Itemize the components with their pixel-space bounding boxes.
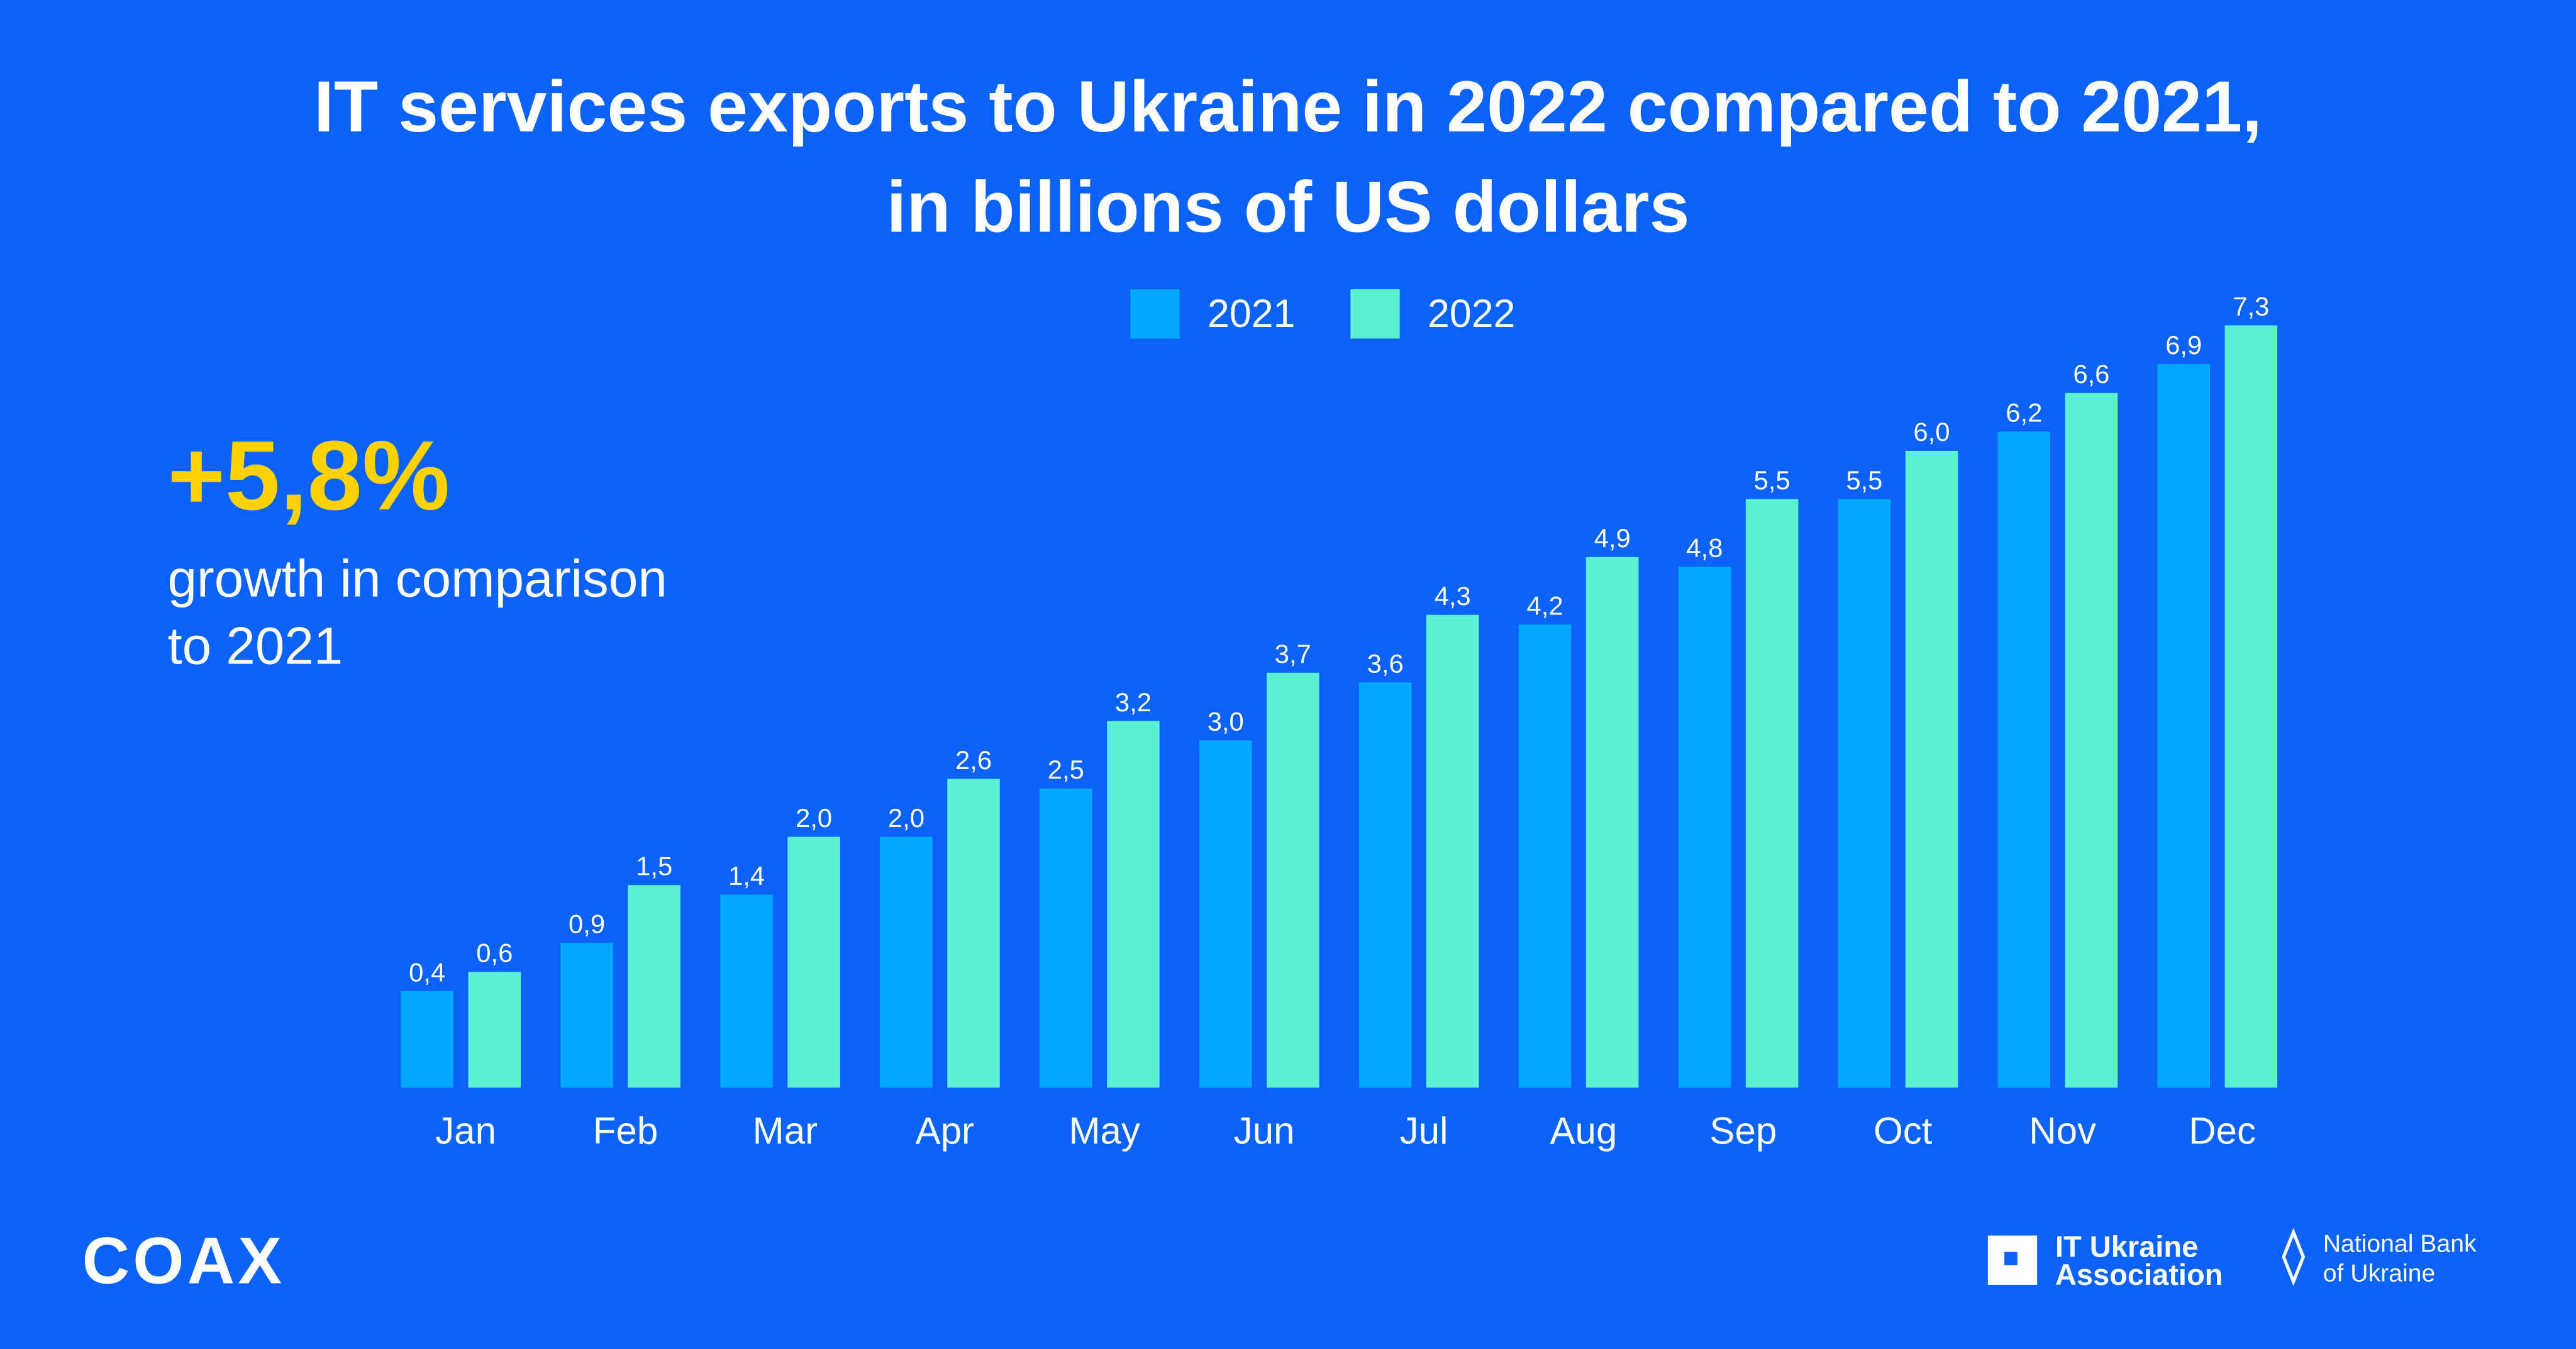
x-tick-label: Sep [1709, 1109, 1777, 1152]
value-label: 1,4 [728, 861, 765, 891]
bar [628, 885, 680, 1088]
bar [468, 972, 521, 1088]
value-label: 4,2 [1527, 591, 1563, 620]
x-tick-label: Oct [1874, 1109, 1933, 1152]
bar [1040, 788, 1092, 1088]
bar [1199, 740, 1252, 1088]
x-tick-label: Mar [753, 1109, 818, 1152]
annotation-text: to 2021 [167, 616, 343, 675]
bar [1997, 431, 2051, 1088]
bar [2157, 364, 2210, 1088]
value-label: 6,6 [2073, 359, 2109, 389]
x-tick-label: Jan [435, 1109, 496, 1152]
bar [1358, 682, 1412, 1088]
value-label: 2,0 [888, 803, 924, 833]
x-tick-label: Nov [2029, 1109, 2096, 1152]
bar [401, 991, 453, 1088]
bar [2224, 325, 2278, 1088]
value-label: 0,9 [569, 909, 605, 939]
bar [1745, 499, 1799, 1088]
value-label: 3,7 [1275, 639, 1311, 669]
legend-swatch [1130, 289, 1180, 339]
chart-title: in billions of US dollars [887, 167, 1690, 248]
bar [1905, 450, 1958, 1088]
bar [787, 836, 840, 1088]
brand-logo: COAX [82, 1224, 286, 1297]
value-label: 7,3 [2233, 292, 2269, 321]
value-label: 6,0 [1913, 417, 1950, 447]
bar [947, 779, 1000, 1088]
value-label: 4,8 [1686, 533, 1723, 562]
x-tick-label: May [1069, 1109, 1140, 1152]
x-tick-label: Jul [1400, 1109, 1448, 1152]
bar [880, 836, 933, 1088]
value-label: 2,0 [796, 803, 832, 833]
bank-logo: National Bank [2323, 1231, 2477, 1258]
bar [560, 943, 613, 1088]
bar [1678, 566, 1731, 1088]
bank-logo: of Ukraine [2323, 1260, 2436, 1287]
chart-title: IT services exports to Ukraine in 2022 c… [314, 67, 2262, 147]
bar [1107, 721, 1160, 1088]
bar [1267, 672, 1319, 1088]
bank-icon [2282, 1228, 2306, 1286]
value-label: 2,5 [1048, 755, 1084, 784]
value-label: 3,0 [1208, 706, 1244, 736]
bar [2065, 392, 2118, 1088]
value-label: 1,5 [636, 852, 672, 881]
legend-swatch [1350, 289, 1400, 339]
value-label: 6,9 [2165, 330, 2202, 360]
x-tick-label: Feb [593, 1109, 658, 1152]
partner-logo: Association [2055, 1258, 2223, 1291]
value-label: 4,3 [1435, 581, 1471, 611]
bar [720, 894, 773, 1088]
partner-icon [2004, 1252, 2018, 1265]
x-tick-label: Aug [1550, 1109, 1617, 1152]
value-label: 6,2 [2006, 397, 2042, 427]
x-tick-label: Jun [1234, 1109, 1295, 1152]
x-tick-label: Dec [2189, 1109, 2256, 1152]
bar [1585, 557, 1639, 1088]
legend-label: 2021 [1208, 292, 1295, 336]
bar [1426, 614, 1479, 1088]
legend-label: 2022 [1428, 292, 1515, 336]
value-label: 0,6 [476, 938, 513, 968]
annotation-text: growth in comparison [167, 548, 667, 608]
value-label: 3,6 [1367, 648, 1404, 678]
value-label: 5,5 [1754, 465, 1790, 495]
bar [1518, 625, 1572, 1088]
bar [1838, 499, 1891, 1088]
annotation-value: +5,8% [167, 421, 450, 531]
value-label: 2,6 [955, 745, 992, 775]
partner-logo: IT Ukraine [2055, 1230, 2198, 1263]
value-label: 5,5 [1846, 465, 1882, 495]
value-label: 4,9 [1594, 523, 1631, 553]
value-label: 3,2 [1115, 687, 1152, 717]
value-label: 0,4 [409, 957, 445, 987]
x-tick-label: Apr [916, 1109, 975, 1152]
